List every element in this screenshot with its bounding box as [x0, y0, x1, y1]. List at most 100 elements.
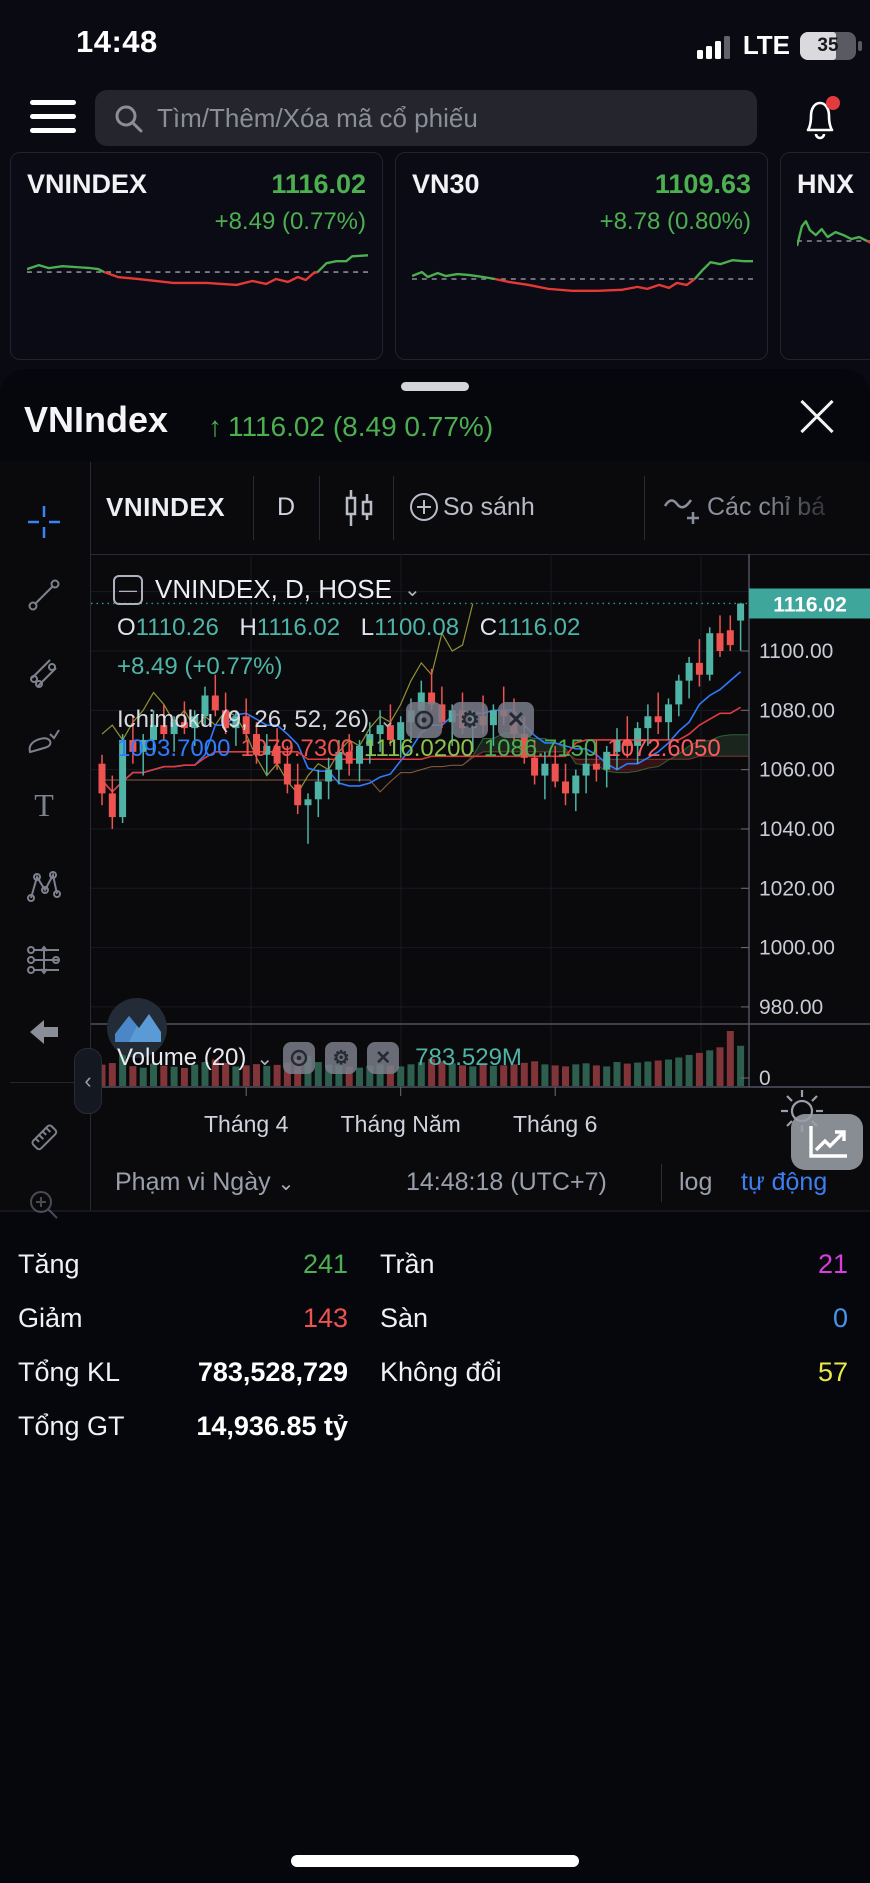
- brush-tool-button[interactable]: [26, 722, 62, 758]
- indicators-icon: [663, 499, 699, 524]
- zoom-in-tool-button[interactable]: [26, 1187, 62, 1223]
- status-right-cluster: LTE 35: [696, 30, 862, 61]
- measure-ruler-tool-button[interactable]: [26, 1119, 62, 1155]
- stat-value: 57: [817, 1357, 848, 1387]
- auto-scale-toggle[interactable]: tự động: [741, 1168, 828, 1196]
- crosshair-tool-button[interactable]: [26, 504, 62, 540]
- index-card-hnx[interactable]: HNX: [780, 152, 870, 360]
- svg-text:1040.00: 1040.00: [759, 818, 835, 841]
- ichimoku-value: 1116.0200: [363, 735, 474, 762]
- indicator-eye-button[interactable]: [405, 702, 442, 738]
- home-indicator[interactable]: [291, 1855, 579, 1867]
- index-cards-row: VNINDEX 1116.02 +8.49 (0.77%) VN30 1109.…: [0, 152, 870, 364]
- stat-value: 783,528,729: [197, 1357, 348, 1387]
- projection-tool-button[interactable]: [26, 942, 62, 978]
- back-arrow-button[interactable]: [26, 1014, 62, 1050]
- index-change: +8.78 (0.80%): [599, 208, 751, 235]
- chart-footer-toolbar: Phạm vi Ngày ⌄ 14:48:18 (UTC+7) log tự đ…: [91, 1156, 870, 1210]
- svg-text:Tháng 6: Tháng 6: [513, 1111, 597, 1137]
- search-placeholder: Tìm/Thêm/Xóa mã cổ phiếu: [157, 102, 478, 133]
- ichimoku-values: 1093.7000 1079.7300 1116.0200 1086.7150 1072…: [117, 735, 731, 763]
- stat-label: Tổng GT: [18, 1411, 125, 1441]
- stats-row: Tăng 241 Trần 21: [18, 1237, 848, 1291]
- svg-text:0: 0: [759, 1067, 771, 1090]
- compare-button[interactable]: So sánh: [443, 493, 535, 521]
- index-value: 1109.63: [654, 169, 751, 199]
- search-icon: [115, 105, 143, 133]
- battery-icon: 35: [800, 31, 862, 60]
- sheet-drag-handle[interactable]: [401, 382, 469, 391]
- stat-value: 241: [302, 1249, 348, 1279]
- vnindex-bottom-sheet: VNIndex ↑ 1116.02 (8.49 0.77%): [0, 369, 870, 1883]
- hamburger-menu-button[interactable]: [30, 100, 76, 133]
- stat-label: Tăng: [18, 1249, 80, 1279]
- battery-percent: 35: [817, 34, 839, 56]
- log-scale-toggle[interactable]: log: [679, 1168, 713, 1196]
- indicator-settings-button[interactable]: ⚙: [451, 702, 488, 738]
- sparkline-chart: [412, 259, 753, 293]
- interval-button[interactable]: D: [277, 493, 296, 521]
- chart-style-button[interactable]: [339, 488, 379, 528]
- index-name: HNX: [797, 169, 855, 199]
- ichimoku-value: 1072.6050: [607, 735, 721, 762]
- indicator-close-button[interactable]: ✕: [497, 702, 534, 738]
- volume-legend[interactable]: Volume (20) ⌄ ⚙ ✕ 783.529M: [117, 1042, 522, 1074]
- chart-legend-change: +8.49 (+0.77%): [117, 653, 283, 680]
- svg-text:980.00: 980.00: [759, 996, 823, 1019]
- svg-text:1060.00: 1060.00: [759, 759, 835, 782]
- toolbar-divider: [10, 1082, 80, 1083]
- volume-value: 783.529M: [415, 1044, 522, 1071]
- sparkline-chart: [797, 220, 870, 247]
- stats-row: Tổng GT 14,936.85 tỷ: [18, 1399, 848, 1453]
- svg-text:Tháng 4: Tháng 4: [204, 1111, 289, 1137]
- chart-legend-symbol[interactable]: — VNINDEX, D, HOSE ⌄: [113, 574, 421, 605]
- index-value: 1116.02: [271, 169, 366, 199]
- open-trading-panel-button[interactable]: [791, 1114, 863, 1170]
- collapse-toolbar-handle[interactable]: ‹: [74, 1048, 102, 1114]
- ichimoku-legend[interactable]: Ichimoku (9, 26, 52, 26) ⌄ ⚙ ✕: [117, 702, 534, 738]
- market-stats: Tăng 241 Trần 21 Giảm 143 Sàn 0 Tổng KL …: [18, 1237, 848, 1453]
- chevron-down-icon: ⌄: [256, 1047, 274, 1070]
- notification-bell-button[interactable]: [792, 90, 848, 146]
- stat-label: Giảm: [18, 1303, 83, 1333]
- stat-value: 0: [832, 1303, 848, 1333]
- bell-icon: [806, 96, 840, 140]
- svg-text:Tháng Năm: Tháng Năm: [341, 1111, 461, 1137]
- range-selector[interactable]: Phạm vi Ngày ⌄: [115, 1168, 295, 1196]
- volume-settings-button[interactable]: ⚙: [325, 1042, 358, 1074]
- index-change: +8.49 (0.77%): [214, 208, 366, 235]
- index-card-vn30[interactable]: VN30 1109.63 +8.78 (0.80%): [395, 152, 768, 360]
- sheet-title: VNIndex: [24, 399, 169, 440]
- trend-line-tool-button[interactable]: [26, 577, 62, 613]
- notification-dot: [826, 96, 840, 110]
- gann-tool-button[interactable]: [26, 654, 62, 690]
- ichimoku-value: 1079.7300: [240, 735, 354, 762]
- svg-text:1116.02: 1116.02: [773, 593, 847, 616]
- sparkline-chart: [27, 254, 368, 287]
- chart-area: VNINDEX D So sánh: [90, 462, 870, 1210]
- svg-text:1000.00: 1000.00: [759, 937, 835, 960]
- xabcd-pattern-tool-button[interactable]: [26, 869, 62, 905]
- ichimoku-value: 1086.7150: [483, 735, 598, 762]
- stat-label: Không đổi: [380, 1357, 502, 1387]
- volume-close-button[interactable]: ✕: [367, 1042, 400, 1074]
- symbol-button[interactable]: VNINDEX: [106, 492, 226, 522]
- svg-text:T: T: [34, 787, 54, 823]
- search-input[interactable]: Tìm/Thêm/Xóa mã cổ phiếu: [95, 90, 757, 146]
- collapse-legend-icon[interactable]: —: [113, 574, 143, 605]
- chart-block: T: [0, 462, 870, 1219]
- stat-value: 143: [302, 1303, 348, 1333]
- volume-eye-button[interactable]: [283, 1042, 316, 1074]
- text-tool-button[interactable]: T: [26, 787, 62, 823]
- sheet-change: ↑ 1116.02 (8.49 0.77%): [208, 411, 494, 442]
- pane-logo-badge: [107, 998, 167, 1058]
- stat-label: Trần: [380, 1249, 435, 1279]
- stat-value: 21: [817, 1249, 848, 1279]
- index-card-vnindex[interactable]: VNINDEX 1116.02 +8.49 (0.77%): [10, 152, 383, 360]
- close-sheet-button[interactable]: [793, 393, 841, 441]
- candlestick-chart[interactable]: 1100.00 1080.00 1060.00 1040.00 1020.00 1000.…: [91, 554, 870, 1156]
- stat-label: Tổng KL: [18, 1357, 121, 1387]
- svg-text:1100.00: 1100.00: [759, 640, 833, 663]
- signal-bars-icon: [696, 35, 730, 59]
